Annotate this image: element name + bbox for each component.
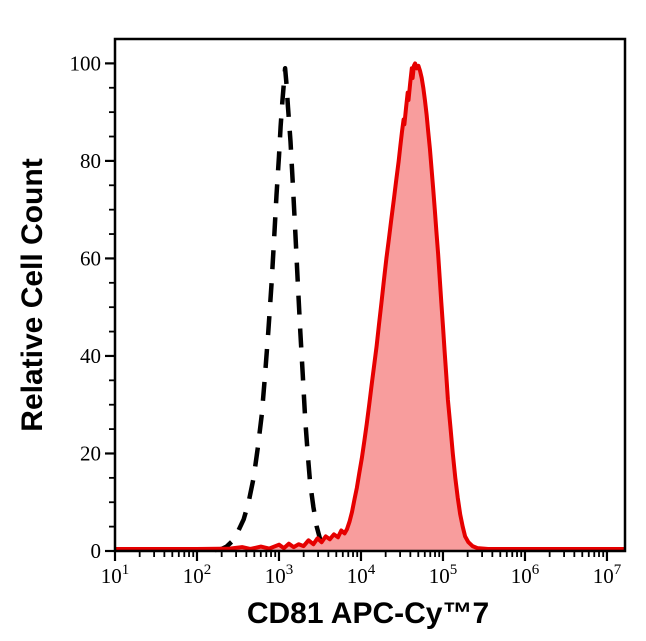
y-tick-label: 80 — [80, 149, 101, 173]
y-axis-ticks: 0 20 40 60 80 100 — [70, 51, 115, 563]
x-tick-label: 103 — [265, 562, 294, 588]
x-tick-label: 107 — [593, 562, 622, 588]
x-tick-label: 106 — [511, 562, 540, 588]
y-tick-label: 20 — [80, 441, 101, 465]
red-filled-stained-histogram-line — [115, 61, 625, 551]
y-tick-label: 60 — [80, 246, 101, 270]
red-filled-stained-histogram — [115, 61, 625, 552]
x-axis-title: CD81 APC-Cy™7 — [246, 597, 490, 630]
x-tick-label: 101 — [101, 562, 130, 588]
x-tick-label: 105 — [429, 562, 458, 588]
y-tick-label: 100 — [70, 51, 102, 75]
x-tick-label: 102 — [183, 562, 212, 588]
x-tick-label: 104 — [347, 562, 376, 588]
x-axis-ticks: 101 102 103 104 105 106 107 — [101, 551, 622, 588]
y-tick-label: 40 — [80, 344, 101, 368]
y-tick-label: 0 — [91, 539, 102, 563]
red-filled-stained-histogram-fill — [115, 63, 625, 552]
plot-frame — [113, 37, 627, 553]
